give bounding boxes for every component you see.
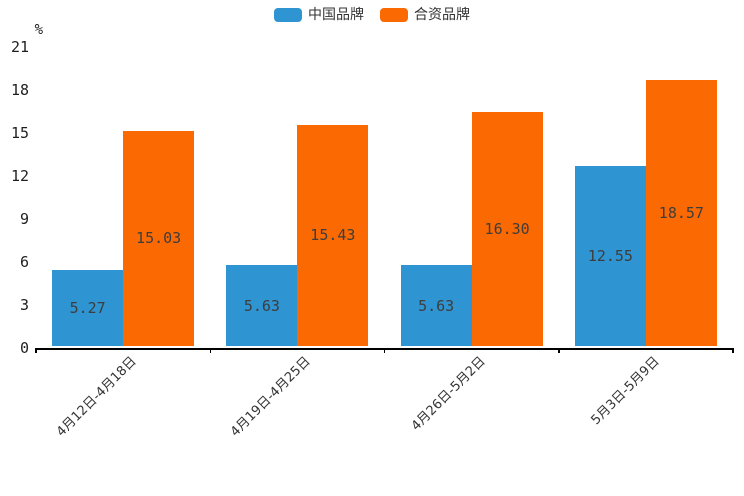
bar-合资品牌-4月19日-4月25日[interactable]: 15.43 xyxy=(297,124,369,346)
bar-value-label: 16.30 xyxy=(484,220,530,239)
bar-中国品牌-4月26日-5月2日[interactable]: 5.63 xyxy=(400,265,472,346)
x-category-label: 5月3日-5月9日 xyxy=(588,354,663,429)
bar-value-label: 12.55 xyxy=(587,247,633,266)
bar-value-label: 5.63 xyxy=(418,296,455,315)
legend-item-china-brand[interactable]: 中国品牌 xyxy=(274,7,364,23)
y-tick-label: 6 xyxy=(19,253,29,271)
bar-value-label: 15.03 xyxy=(136,229,182,248)
y-tick-label: 9 xyxy=(19,210,29,228)
legend-label: 合资品牌 xyxy=(414,7,470,23)
bar-合资品牌-5月3日-5月9日[interactable]: 18.57 xyxy=(645,79,717,346)
x-axis-tick xyxy=(35,348,37,353)
y-tick-label: 18 xyxy=(10,81,29,99)
x-category-label: 4月12日-4月18日 xyxy=(53,354,140,440)
bar-中国品牌-4月19日-4月25日[interactable]: 5.63 xyxy=(226,265,298,346)
bar-value-label: 5.27 xyxy=(69,299,106,318)
bar-合资品牌-4月26日-5月2日[interactable]: 16.30 xyxy=(471,112,543,346)
bar-value-label: 18.57 xyxy=(658,203,704,222)
x-category-label: 4月26日-5月2日 xyxy=(408,354,489,434)
bar-中国品牌-4月12日-4月18日[interactable]: 5.27 xyxy=(52,270,124,346)
y-tick-label: 21 xyxy=(10,38,29,56)
x-axis-tick xyxy=(558,348,560,353)
x-category-label: 4月19日-4月25日 xyxy=(228,354,314,440)
bar-中国品牌-5月3日-5月9日[interactable]: 12.55 xyxy=(574,166,646,346)
legend-swatch-joint-venture-brand xyxy=(380,8,408,22)
legend: 中国品牌 合资品牌 xyxy=(0,7,744,23)
legend-item-joint-venture-brand[interactable]: 合资品牌 xyxy=(380,7,470,23)
y-tick-label: 15 xyxy=(10,124,29,142)
bar-value-label: 15.43 xyxy=(310,226,356,245)
y-tick-label: 12 xyxy=(10,167,29,185)
legend-swatch-china-brand xyxy=(274,8,302,22)
bar-合资品牌-4月12日-4月18日[interactable]: 15.03 xyxy=(123,130,195,346)
x-axis-tick xyxy=(732,348,734,353)
x-axis-tick xyxy=(383,348,386,353)
y-tick-label: 0 xyxy=(19,339,29,357)
x-axis-tick xyxy=(209,348,211,353)
bar-value-label: 5.63 xyxy=(243,296,280,315)
legend-label: 中国品牌 xyxy=(308,7,364,23)
plot-area: 5.27 5.63 5.63 12.55 15.03 15.43 16.30 18.57 xyxy=(35,47,734,353)
y-axis-unit-label: % xyxy=(34,22,43,38)
y-tick-label: 3 xyxy=(19,296,29,314)
